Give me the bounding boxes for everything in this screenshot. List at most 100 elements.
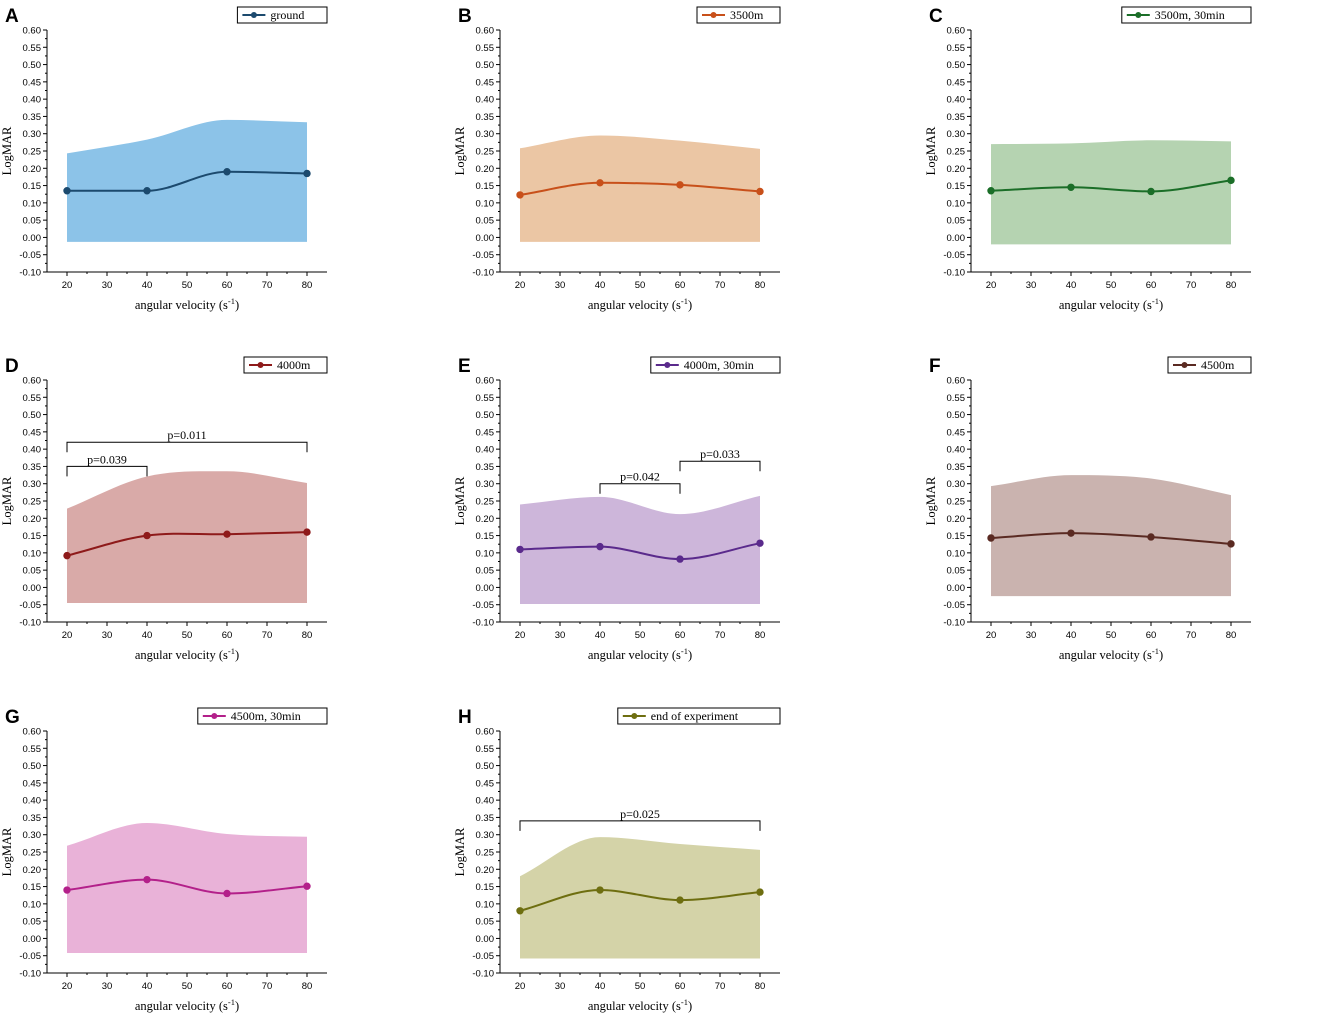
y-axis-title: LogMAR — [924, 126, 938, 175]
y-tick-label: 0.60 — [947, 26, 966, 37]
y-tick-label: 0.10 — [947, 198, 966, 209]
y-tick-label: 0.40 — [23, 445, 42, 456]
y-tick-label: 0.40 — [476, 445, 495, 456]
x-tick-label: 50 — [182, 630, 193, 641]
y-tick-label: 0.35 — [947, 462, 966, 473]
y-tick-label: 0.35 — [947, 112, 966, 123]
x-axis-title: angular velocity (s-1) — [588, 646, 692, 662]
panel-e: E 0.60 0.55 0.50 0.45 0.40 0.35 0.30 0.25 0.20 0.1… — [453, 356, 781, 662]
x-tick-label: 20 — [986, 630, 997, 641]
x-tick-label: 20 — [62, 981, 73, 992]
legend-label: 3500m — [730, 8, 764, 22]
x-axis-title-main: angular velocity (s — [135, 648, 228, 662]
y-tick-label: -0.05 — [943, 250, 965, 261]
series-line — [66, 878, 308, 895]
data-point — [223, 889, 231, 898]
y-tick-label: 0.20 — [947, 164, 966, 175]
series-line — [66, 531, 308, 557]
panel-letter: B — [458, 6, 472, 27]
significance-bracket — [599, 483, 681, 494]
data-point — [987, 534, 995, 542]
x-axis-title-end: ) — [235, 999, 239, 1013]
y-tick-label: 0.15 — [476, 882, 495, 893]
y-tick-label: 0.20 — [947, 514, 966, 525]
x-tick-label: 20 — [515, 280, 526, 291]
data-point — [1067, 529, 1075, 537]
y-tick-label: 0.15 — [476, 181, 495, 192]
x-axis-title-main: angular velocity (s — [588, 298, 681, 312]
y-tick-label: 0.35 — [476, 462, 495, 473]
y-tick-label: 0.45 — [23, 427, 42, 438]
significance-label: p=0.042 — [620, 470, 660, 484]
x-tick-label: 70 — [262, 280, 273, 291]
data-point — [756, 888, 764, 896]
data-point — [1227, 540, 1235, 548]
data-point — [756, 539, 764, 547]
y-tick-label: 0.25 — [476, 497, 495, 508]
y-tick-label: 0.55 — [476, 744, 495, 755]
y-tick-label: 0.15 — [476, 531, 495, 542]
x-axis-title-end: ) — [235, 298, 239, 312]
x-axis-title-main: angular velocity (s — [1059, 648, 1152, 662]
y-axis-title: LogMAR — [924, 476, 938, 525]
confidence-band — [991, 140, 1231, 245]
y-tick-label: 0.60 — [476, 376, 495, 387]
x-axis-title-sup: -1 — [228, 296, 235, 306]
y-tick-label: 0.25 — [947, 497, 966, 508]
y-tick-label: 0.25 — [476, 147, 495, 158]
x-tick-label: 60 — [675, 981, 686, 992]
y-tick-label: 0.10 — [23, 899, 42, 910]
data-point — [596, 179, 604, 187]
y-tick-label: 0.05 — [476, 566, 495, 577]
x-tick-label: 70 — [715, 280, 726, 291]
y-tick-label: 0.10 — [23, 548, 42, 559]
y-tick-label: 0.45 — [23, 778, 42, 789]
confidence-band — [67, 822, 307, 953]
data-point — [143, 531, 151, 540]
y-tick-label: 0.05 — [476, 917, 495, 928]
x-tick-label: 40 — [595, 280, 606, 291]
y-tick-label: 0.50 — [947, 410, 966, 421]
x-tick-label: 20 — [62, 630, 73, 641]
panel-c: C 0.60 0.55 0.50 0.45 0.40 0.35 0.30 0.25 0.20 0.1… — [924, 6, 1252, 312]
panel-d: D 0.60 0.55 0.50 0.45 0.40 0.35 0.30 0.25 0.20 0.1… — [0, 356, 328, 662]
legend-marker — [1181, 362, 1188, 368]
y-tick-label: 0.50 — [476, 60, 495, 71]
data-point — [516, 545, 524, 554]
y-tick-label: 0.60 — [23, 727, 42, 738]
x-axis-title: angular velocity (s-1) — [588, 296, 692, 312]
x-tick-label: 50 — [635, 280, 646, 291]
x-tick-label: 30 — [102, 280, 113, 291]
legend-marker — [664, 362, 671, 368]
significance-bracket — [66, 465, 148, 477]
panel-letter: G — [5, 707, 20, 728]
data-point — [143, 187, 151, 195]
y-axis-title: LogMAR — [453, 476, 467, 525]
y-tick-label: 0.25 — [23, 147, 42, 158]
x-axis-title-end: ) — [235, 648, 239, 662]
y-tick-label: -0.05 — [19, 951, 41, 962]
y-tick-label: -0.05 — [19, 600, 41, 611]
y-tick-label: 0.45 — [476, 77, 495, 88]
y-tick-label: -0.05 — [19, 250, 41, 261]
x-tick-label: 40 — [595, 630, 606, 641]
y-tick-label: 0.55 — [23, 744, 42, 755]
y-tick-label: 0.40 — [476, 95, 495, 106]
y-tick-label: 0.20 — [476, 865, 495, 876]
y-axis-title: LogMAR — [0, 827, 14, 876]
x-tick-label: 30 — [555, 280, 566, 291]
y-tick-label: 0.30 — [476, 129, 495, 140]
x-tick-label: 40 — [595, 981, 606, 992]
y-tick-label: 0.50 — [23, 60, 42, 71]
legend-marker — [250, 12, 257, 18]
data-point — [596, 542, 604, 551]
x-tick-label: 20 — [986, 280, 997, 291]
y-axis-title: LogMAR — [453, 126, 467, 175]
y-tick-label: 0.20 — [23, 865, 42, 876]
significance-bracket — [519, 820, 761, 831]
y-tick-label: 0.10 — [23, 198, 42, 209]
x-tick-label: 20 — [62, 280, 73, 291]
x-axis-title: angular velocity (s-1) — [135, 646, 239, 662]
x-tick-label: 80 — [1226, 630, 1237, 641]
legend-marker — [211, 713, 218, 719]
